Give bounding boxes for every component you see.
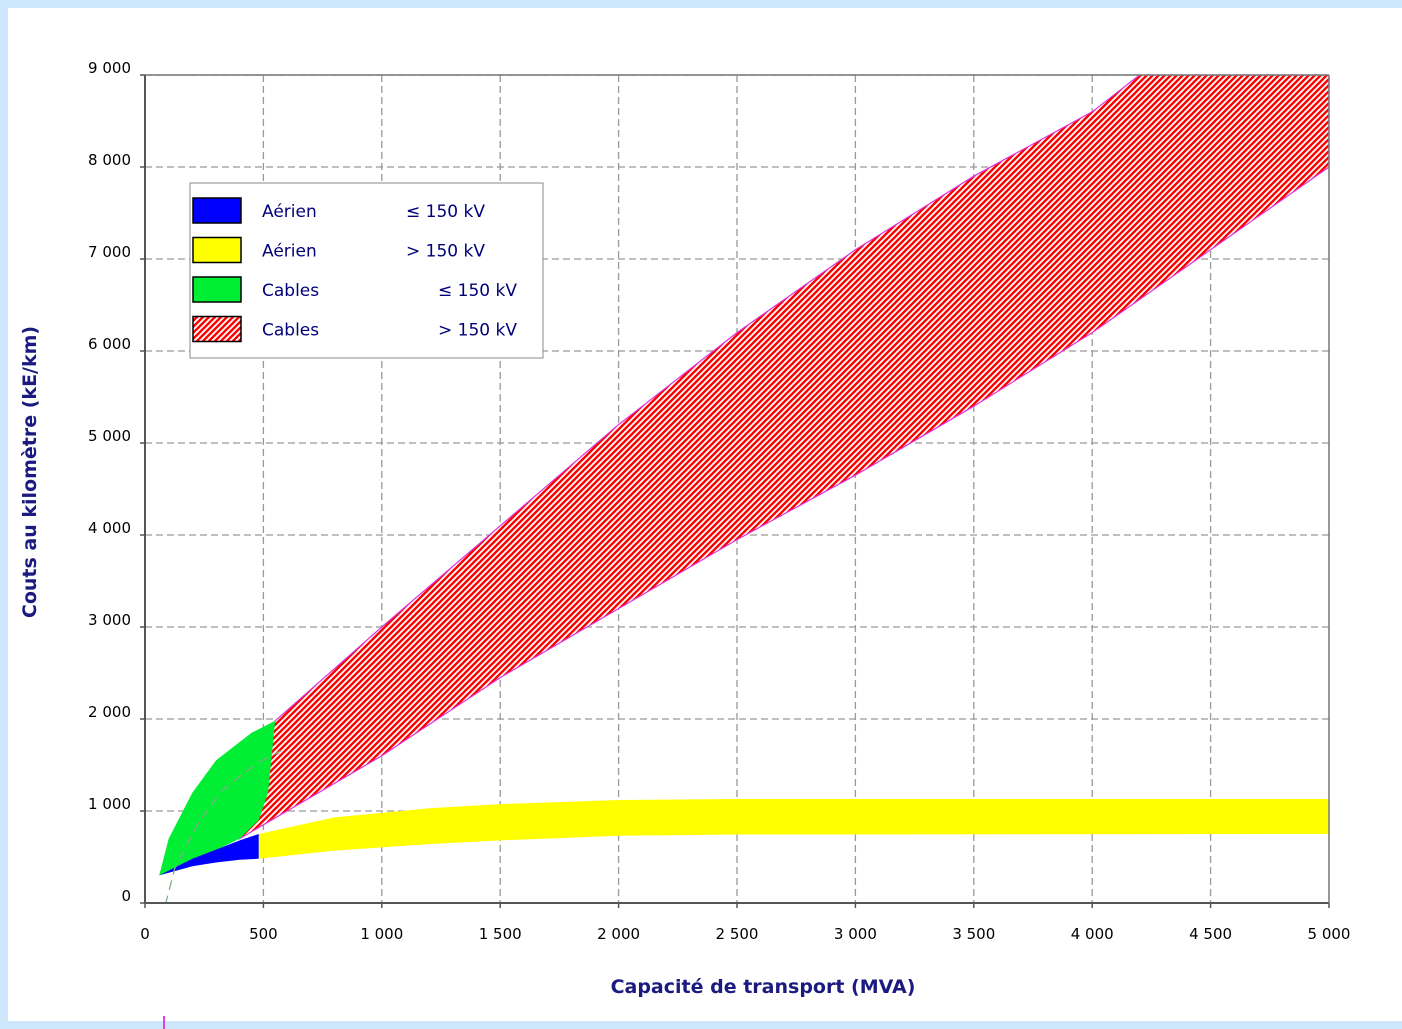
- legend-swatch: [192, 197, 242, 224]
- x-tick-label: 3 500: [952, 925, 995, 943]
- chart-frame: 0 500 1 000 1 500 2 000 2 500 3 000 3 500 4 000 4…: [8, 8, 1402, 1029]
- y-tick-label: 5 000: [88, 427, 131, 445]
- y-tick-label: 6 000: [88, 335, 131, 353]
- x-tick-label: 2 000: [597, 925, 640, 943]
- area-cables-150-kv: [159, 720, 276, 876]
- legend-swatch: [192, 236, 242, 264]
- y-tick-label: 3 000: [88, 611, 131, 629]
- cost-chart: 0 500 1 000 1 500 2 000 2 500 3 000 3 500 4 000 4…: [19, 59, 1350, 998]
- legend-box: [189, 182, 544, 359]
- x-tick-label: 0: [140, 925, 150, 943]
- x-tick-label: 1 000: [360, 925, 403, 943]
- legend-label: Aérien: [262, 242, 317, 262]
- data-areas: [159, 75, 1329, 903]
- y-tick-label: 8 000: [88, 151, 131, 169]
- y-tick-label: 0: [121, 887, 131, 905]
- y-tick-label: 4 000: [88, 519, 131, 537]
- x-tick-labels: 0 500 1 000 1 500 2 000 2 500 3 000 3 500 4 000 4…: [140, 903, 1350, 943]
- legend-condition: > 150 kV: [406, 242, 485, 262]
- cable-range-guide: [165, 750, 282, 903]
- legend-swatch: [192, 276, 242, 303]
- x-tick-label: 3 000: [834, 925, 877, 943]
- legend-label: Cables: [262, 321, 319, 341]
- x-tick-label: 4 000: [1071, 925, 1114, 943]
- y-tick-labels: 0 1 000 2 000 3 000 4 000 5 000 6 000 7 000 8 00…: [88, 59, 145, 905]
- legend: Aérien ≤ 150 kV Aérien > 150 kV Cables ≤ 150 …: [189, 182, 544, 359]
- y-tick-label: 9 000: [88, 59, 131, 77]
- area-cables-150-kv: [238, 75, 1329, 840]
- legend-label: Aérien: [262, 202, 317, 222]
- x-axis-title: Capacité de transport (MVA): [611, 976, 916, 998]
- legend-label: Cables: [262, 281, 319, 301]
- area-a-rien-150-kv: [159, 834, 259, 876]
- stray-mark: [163, 1016, 165, 1029]
- x-tick-label: 4 500: [1189, 925, 1232, 943]
- y-axis-title: Couts au kilomètre (kE/km): [19, 326, 41, 618]
- legend-condition: ≤ 150 kV: [406, 202, 485, 222]
- legend-condition: ≤ 150 kV: [438, 281, 517, 301]
- y-tick-label: 7 000: [88, 243, 131, 261]
- x-tick-label: 2 500: [716, 925, 759, 943]
- legend-swatch: [192, 315, 242, 343]
- y-tick-label: 2 000: [88, 703, 131, 721]
- x-tick-label: 5 000: [1308, 925, 1351, 943]
- y-tick-label: 1 000: [88, 795, 131, 813]
- area-a-rien-150-kv: [258, 799, 1329, 859]
- legend-condition: > 150 kV: [438, 321, 517, 341]
- x-tick-label: 500: [249, 925, 278, 943]
- x-tick-label: 1 500: [479, 925, 522, 943]
